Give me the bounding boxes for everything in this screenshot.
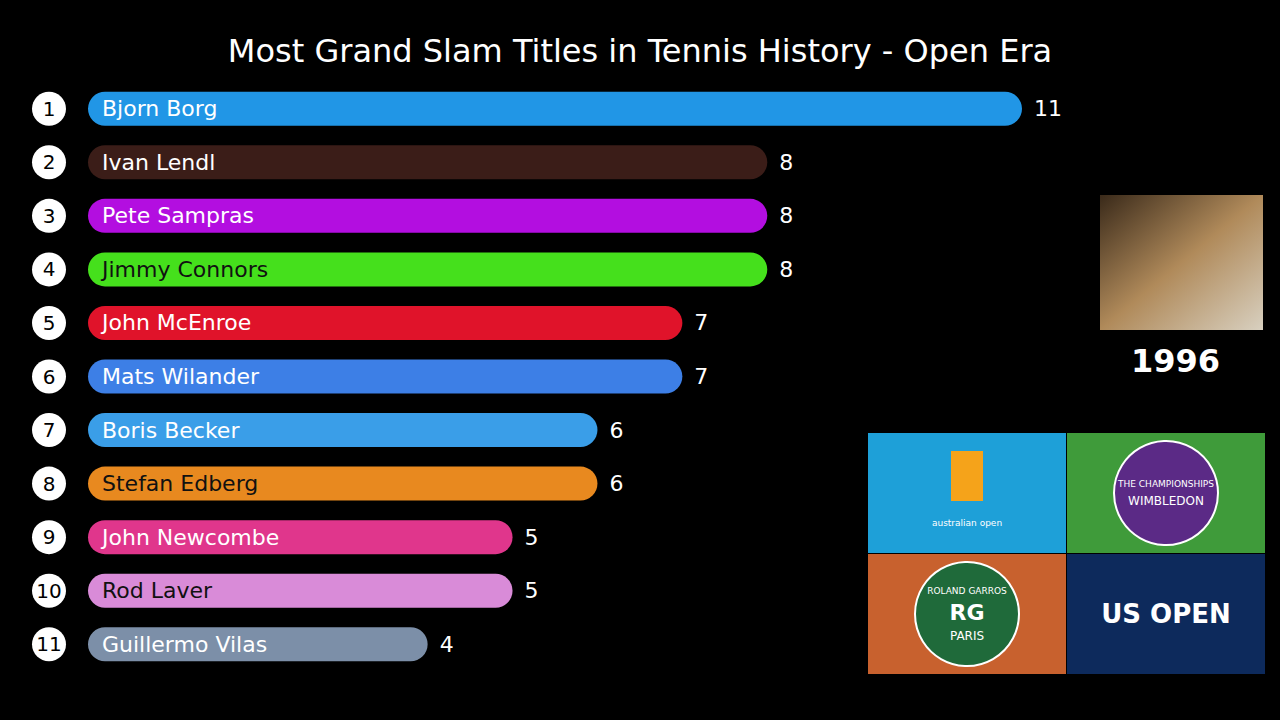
- svg-text:11: 11: [1034, 96, 1062, 121]
- svg-text:7: 7: [43, 418, 56, 442]
- svg-text:australian open: australian open: [932, 518, 1002, 528]
- svg-text:6: 6: [609, 418, 623, 443]
- svg-text:9: 9: [43, 525, 56, 549]
- svg-text:7: 7: [694, 364, 708, 389]
- svg-text:8: 8: [43, 472, 56, 496]
- svg-text:1: 1: [43, 97, 56, 121]
- svg-text:3: 3: [43, 204, 56, 228]
- svg-text:2: 2: [43, 150, 56, 174]
- svg-text:6: 6: [609, 471, 623, 496]
- svg-text:6: 6: [43, 365, 56, 389]
- svg-text:RG: RG: [950, 600, 985, 625]
- svg-text:Stefan Edberg: Stefan Edberg: [102, 471, 258, 496]
- svg-text:11: 11: [36, 632, 61, 656]
- svg-text:8: 8: [779, 150, 793, 175]
- svg-text:1996: 1996: [1131, 342, 1220, 380]
- svg-text:WIMBLEDON: WIMBLEDON: [1128, 494, 1204, 508]
- svg-text:Jimmy Connors: Jimmy Connors: [100, 257, 268, 282]
- svg-text:US OPEN: US OPEN: [1101, 599, 1231, 629]
- svg-text:Pete Sampras: Pete Sampras: [102, 203, 254, 228]
- svg-text:Mats Wilander: Mats Wilander: [102, 364, 260, 389]
- svg-text:10: 10: [36, 579, 61, 603]
- svg-text:Ivan Lendl: Ivan Lendl: [102, 150, 215, 175]
- svg-text:Guillermo Vilas: Guillermo Vilas: [102, 632, 267, 657]
- svg-text:5: 5: [43, 311, 56, 335]
- svg-text:Boris Becker: Boris Becker: [102, 418, 240, 443]
- svg-text:ROLAND GARROS: ROLAND GARROS: [927, 586, 1007, 596]
- svg-text:John McEnroe: John McEnroe: [100, 310, 251, 335]
- svg-text:8: 8: [779, 203, 793, 228]
- svg-text:Bjorn Borg: Bjorn Borg: [102, 96, 217, 121]
- svg-text:Rod Laver: Rod Laver: [102, 578, 213, 603]
- svg-text:Most Grand Slam Titles in Tenn: Most Grand Slam Titles in Tennis History…: [228, 32, 1052, 70]
- svg-text:PARIS: PARIS: [950, 629, 984, 643]
- svg-text:John Newcombe: John Newcombe: [100, 525, 279, 550]
- svg-text:5: 5: [525, 578, 539, 603]
- svg-text:7: 7: [694, 310, 708, 335]
- svg-text:4: 4: [43, 257, 56, 281]
- svg-text:5: 5: [525, 525, 539, 550]
- svg-text:8: 8: [779, 257, 793, 282]
- svg-text:THE CHAMPIONSHIPS: THE CHAMPIONSHIPS: [1117, 479, 1214, 489]
- svg-text:4: 4: [440, 632, 454, 657]
